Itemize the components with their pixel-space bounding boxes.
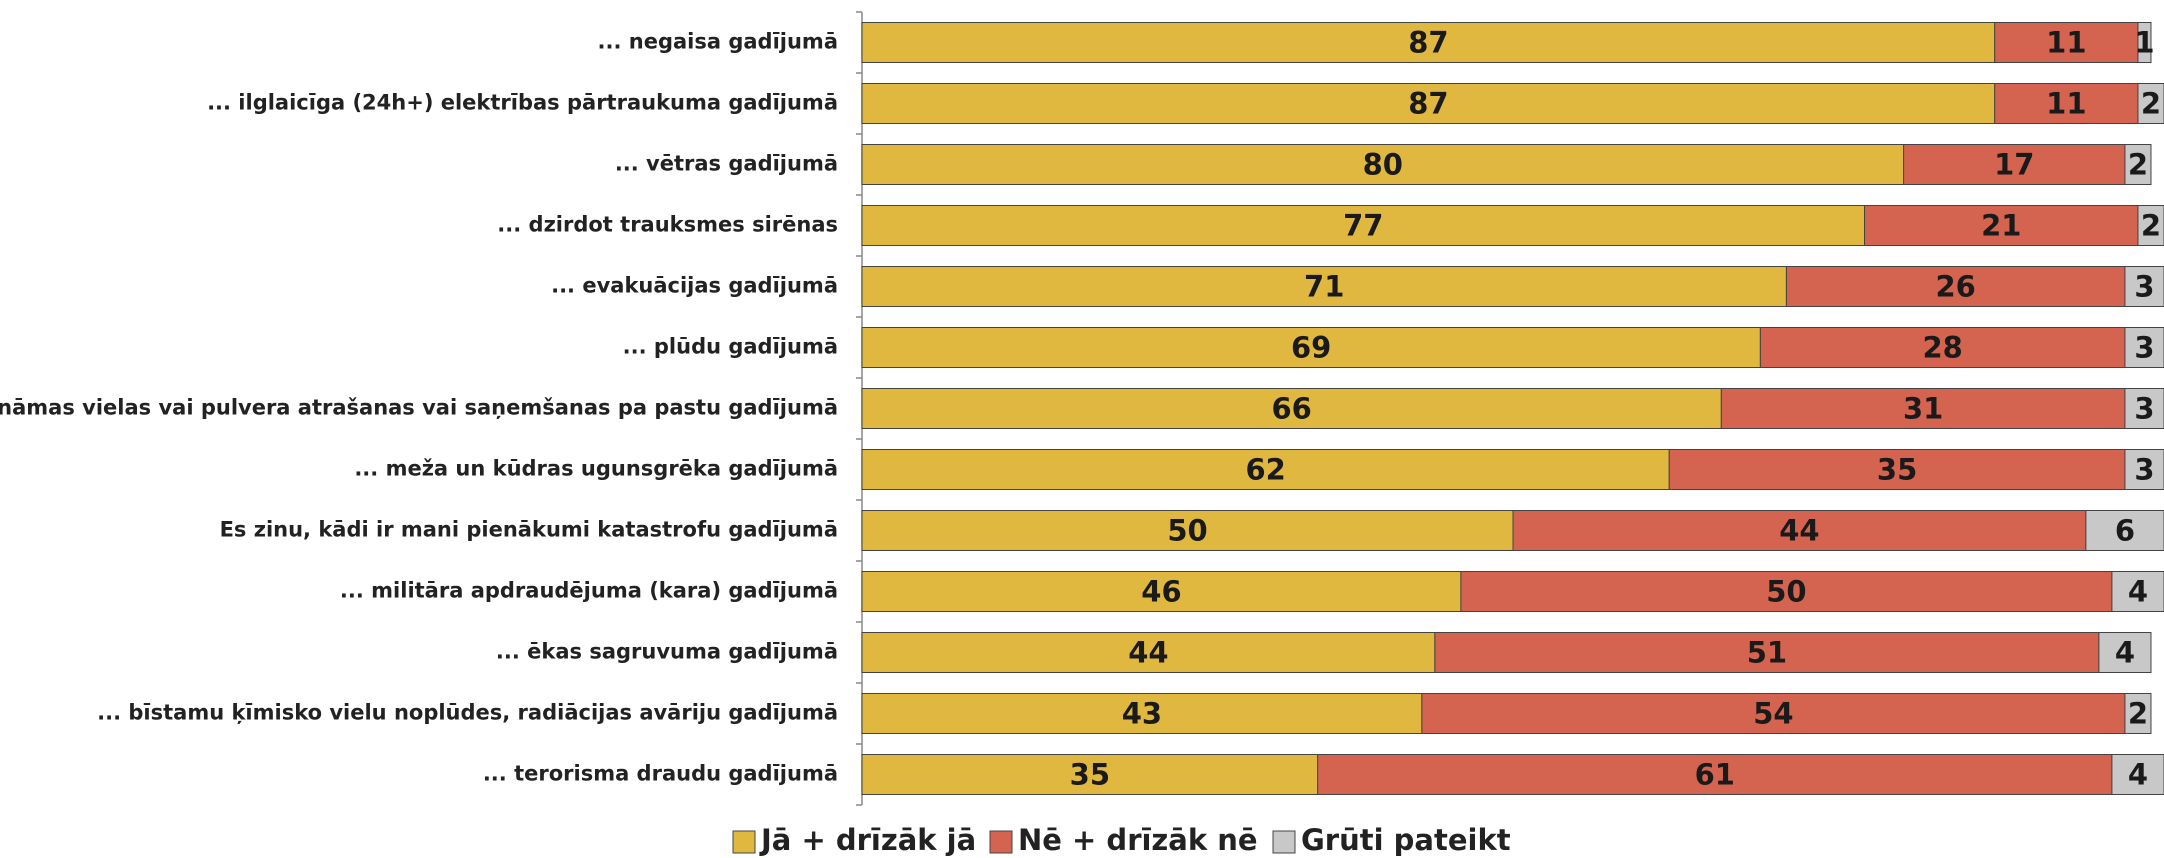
legend-swatch — [989, 830, 1013, 854]
category-label: ... nezināmas vielas vai pulvera atrašan… — [0, 396, 838, 420]
category-label: ... ēkas sagruvuma gadījumā — [496, 640, 838, 664]
category-label: ... meža un kūdras ugunsgrēka gadījumā — [354, 457, 838, 481]
bar-segment — [2124, 388, 2164, 429]
bar-segment — [861, 266, 1787, 307]
bar-segment — [1668, 449, 2126, 490]
value-label: 3 — [2134, 331, 2154, 365]
value-label: 4 — [2115, 636, 2135, 670]
category-label: ... vētras gadījumā — [615, 152, 838, 176]
category-label: ... evakuācijas gadījumā — [551, 274, 838, 298]
value-label: 35 — [1877, 453, 1917, 487]
value-label: 71 — [1304, 270, 1344, 304]
value-label: 44 — [1128, 636, 1168, 670]
bar-segment — [2098, 632, 2152, 673]
value-label: 50 — [1766, 575, 1806, 609]
bar-segment — [861, 754, 1319, 795]
bar-segment — [2111, 571, 2164, 612]
value-label: 4 — [2128, 758, 2148, 792]
value-label: 43 — [1122, 697, 1162, 731]
value-label: 3 — [2134, 453, 2154, 487]
value-label: 21 — [1981, 209, 2021, 243]
bar-segment — [2124, 449, 2164, 490]
bar-segment — [861, 449, 1670, 490]
value-label: 31 — [1903, 392, 1943, 426]
value-label: 3 — [2134, 392, 2154, 426]
category-label: ... plūdu gadījumā — [623, 335, 838, 359]
value-label: 2 — [2128, 148, 2148, 182]
legend-swatch — [732, 830, 756, 854]
bar-segment — [861, 510, 1514, 551]
bar-segment — [1864, 205, 2139, 246]
bar-segment — [1759, 327, 2126, 368]
bar-segment — [861, 144, 1905, 185]
value-label: 2 — [2141, 209, 2161, 243]
value-label: 69 — [1291, 331, 1331, 365]
value-label: 6 — [2115, 514, 2135, 548]
bar-segment — [2085, 510, 2164, 551]
value-label: 62 — [1245, 453, 1285, 487]
bar-segment — [1434, 632, 2100, 673]
bar-segment — [2124, 693, 2152, 734]
category-label: ... dzirdot trauksmes sirēnas — [497, 213, 838, 237]
category-label: Es zinu, kādi ir mani pienākumi katastro… — [220, 518, 838, 542]
value-label: 3 — [2134, 270, 2154, 304]
category-label: ... terorisma draudu gadījumā — [483, 762, 838, 786]
bar-segment — [2124, 266, 2164, 307]
bar-segment — [2124, 144, 2152, 185]
category-label: ... bīstamu ķīmisko vielu noplūdes, radi… — [97, 701, 838, 725]
value-label: 44 — [1779, 514, 1819, 548]
value-label: 61 — [1695, 758, 1735, 792]
value-label: 80 — [1363, 148, 1403, 182]
bar-segment — [1512, 510, 2087, 551]
bar-segment — [861, 571, 1462, 612]
value-label: 87 — [1408, 87, 1448, 121]
value-label: 46 — [1141, 575, 1181, 609]
bar-segment — [2137, 22, 2152, 63]
bar-segment — [861, 388, 1722, 429]
bar-segment — [861, 693, 1423, 734]
legend-label: Jā + drīzāk jā — [759, 823, 976, 857]
category-label: ... negaisa gadījumā — [598, 30, 838, 54]
bar-segment — [861, 83, 1996, 124]
value-label: 4 — [2128, 575, 2148, 609]
value-label: 66 — [1271, 392, 1311, 426]
value-label: 2 — [2128, 697, 2148, 731]
value-label: 11 — [2046, 26, 2086, 60]
bar-segment — [1720, 388, 2126, 429]
legend-swatch — [1272, 830, 1296, 854]
bar-segment — [861, 22, 1996, 63]
value-label: 87 — [1408, 26, 1448, 60]
value-label: 26 — [1936, 270, 1976, 304]
bar-segment — [2111, 754, 2164, 795]
bar-segment — [2124, 327, 2164, 368]
legend-label: Grūti pateikt — [1301, 823, 1511, 857]
value-label: 51 — [1747, 636, 1787, 670]
legend-label: Nē + drīzāk nē — [1018, 823, 1258, 857]
bar-segment — [861, 327, 1761, 368]
value-label: 2 — [2141, 87, 2161, 121]
value-label: 50 — [1167, 514, 1207, 548]
value-label: 1 — [2134, 26, 2154, 60]
category-label: ... militāra apdraudējuma (kara) gadījum… — [340, 579, 838, 603]
value-label: 35 — [1070, 758, 1110, 792]
value-label: 17 — [1994, 148, 2034, 182]
value-label: 54 — [1753, 697, 1793, 731]
value-label: 11 — [2046, 87, 2086, 121]
category-label: ... ilglaicīga (24h+) elektrības pārtrau… — [207, 91, 838, 115]
value-label: 77 — [1343, 209, 1383, 243]
bar-segment — [1994, 83, 2139, 124]
value-label: 28 — [1922, 331, 1962, 365]
bar-segment — [1785, 266, 2126, 307]
